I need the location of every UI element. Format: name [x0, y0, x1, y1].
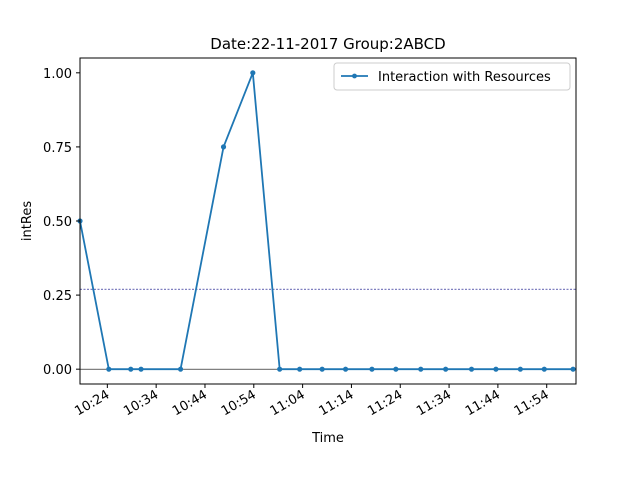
series-layer: [77, 70, 576, 372]
legend-label: Interaction with Resources: [378, 70, 551, 85]
data-point: [277, 366, 283, 372]
x-axis-label: Time: [311, 431, 344, 446]
y-tick-label: 0.75: [43, 141, 72, 156]
data-point: [106, 366, 112, 372]
data-point: [443, 366, 449, 372]
data-point: [369, 366, 375, 372]
chart-title: Date:22-11-2017 Group:2ABCD: [210, 35, 445, 53]
data-point: [138, 366, 144, 372]
data-point: [468, 366, 475, 372]
series-line: [79, 71, 574, 371]
data-point: [493, 366, 499, 372]
y-tick-label: 1.00: [43, 67, 72, 82]
data-point: [297, 366, 303, 372]
y-axis: 0.00 0.25 0.50 0.75 1.00: [43, 67, 80, 378]
y-tick-label: 0.50: [43, 215, 72, 230]
data-point: [177, 366, 184, 372]
data-point: [319, 366, 325, 372]
data-point: [393, 366, 399, 372]
y-tick-label: 0.00: [43, 363, 72, 378]
plot-area: [80, 58, 576, 384]
data-point: [220, 144, 227, 150]
data-point: [541, 366, 547, 372]
data-point: [128, 366, 134, 372]
data-point: [570, 366, 576, 372]
data-point: [250, 70, 256, 76]
legend-box: [333, 62, 571, 91]
legend-marker-swatch: [352, 73, 357, 79]
data-point: [517, 366, 523, 372]
data-point: [342, 366, 349, 372]
plot-background: [80, 58, 576, 384]
y-axis-label: intRes: [20, 201, 35, 241]
y-tick-label: 0.25: [43, 289, 72, 304]
legend: Interaction with Resources: [333, 62, 571, 91]
data-point: [418, 366, 424, 372]
